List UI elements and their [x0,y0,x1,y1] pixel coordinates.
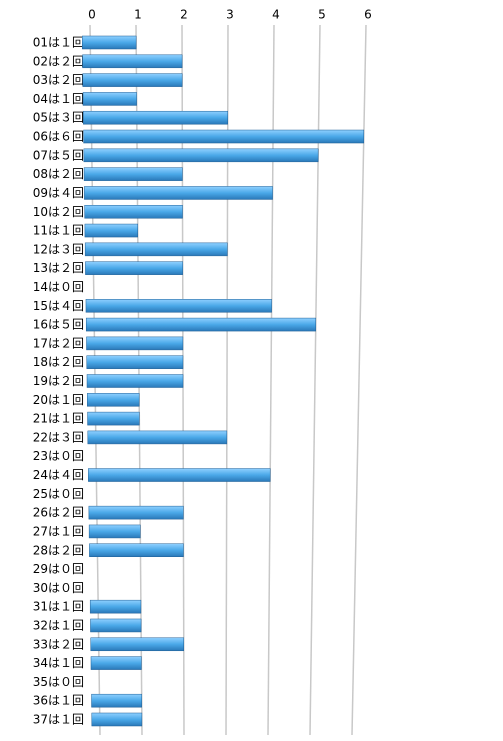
y-tick-label: 04は１回 [33,92,84,106]
bar [90,618,142,633]
y-tick-label: 03は２回 [33,73,84,87]
bar [90,563,98,576]
bar [83,110,228,125]
bar [84,186,273,200]
bar [90,637,184,652]
bar [85,299,272,313]
bar [83,129,365,144]
y-tick-label: 26は２回 [33,506,84,520]
y-tick-label: 20は１回 [33,393,84,407]
x-tick-label: 6 [364,8,372,22]
bar [82,92,137,106]
bar [90,581,98,594]
bar [86,355,184,369]
bar [88,450,96,463]
y-tick-label: 15は４回 [33,299,84,313]
y-tick-label: 36は１回 [33,694,84,708]
bar [87,393,140,407]
y-tick-label: 33は２回 [33,637,84,651]
y-tick-label: 24は４回 [33,468,84,482]
y-tick-label: 16は５回 [33,318,84,332]
y-tick-label: 08は２回 [33,167,84,181]
x-tick-label: 2 [180,8,188,22]
y-tick-label: 25は０回 [33,487,84,501]
bar [90,656,142,670]
bar [88,524,141,539]
bar [89,599,142,614]
bar [88,505,184,520]
x-tick-label: 1 [134,8,142,22]
bar [86,374,184,388]
grid-line [225,24,229,736]
bar [86,280,94,293]
y-tick-label: 13は２回 [33,261,84,275]
grid-line [309,24,321,736]
y-tick-label: 05は３回 [33,111,84,125]
y-tick-label: 06は６回 [33,130,84,144]
bar [82,54,183,69]
bar [87,411,140,426]
bar [91,693,142,708]
y-tick-label: 34は１回 [33,656,84,670]
bar [83,167,183,181]
bar [84,205,183,219]
bar [84,242,228,257]
bar [85,317,317,332]
x-tick-label: 5 [318,8,326,22]
y-tick-label: 10は２回 [33,205,84,219]
bar [86,336,184,351]
bar [89,487,97,500]
y-tick-label: 30は０回 [33,581,84,595]
x-tick-label: 0 [88,8,96,22]
y-tick-label: 12は３回 [33,242,84,256]
x-tick-label: 4 [272,8,280,22]
y-tick-label: 37は１回 [33,713,84,727]
y-tick-label: 21は１回 [33,412,84,426]
y-tick-label: 17は２回 [33,336,84,350]
grid-line [267,24,275,736]
bar [84,223,138,238]
bar [85,261,183,275]
y-tick-label: 22は３回 [33,430,84,444]
bar [91,675,99,688]
y-tick-label: 07は５回 [33,148,84,162]
y-tick-label: 11は１回 [33,224,84,238]
y-tick-label: 19は２回 [33,374,84,388]
bar [82,73,183,87]
bar [89,543,184,557]
y-tick-label: 31は１回 [33,600,84,614]
y-tick-label: 23は０回 [33,449,84,463]
y-tick-label: 14は０回 [33,280,84,294]
y-tick-label: 18は２回 [33,355,84,369]
x-tick-label: 3 [226,8,234,22]
y-tick-label: 28は２回 [33,543,84,557]
y-tick-label: 27は１回 [33,524,84,538]
bar [87,430,228,445]
bar [82,35,137,50]
y-tick-label: 29は０回 [33,562,84,576]
y-tick-label: 09は４回 [33,186,84,200]
bar [83,148,319,163]
y-tick-label: 35は０回 [33,675,84,689]
y-tick-label: 02は２回 [33,54,84,68]
grid-line [351,24,367,736]
y-tick-label: 32は１回 [33,618,84,632]
y-tick-label: 01は１回 [33,36,84,50]
bar [91,712,143,727]
bar [88,468,271,482]
